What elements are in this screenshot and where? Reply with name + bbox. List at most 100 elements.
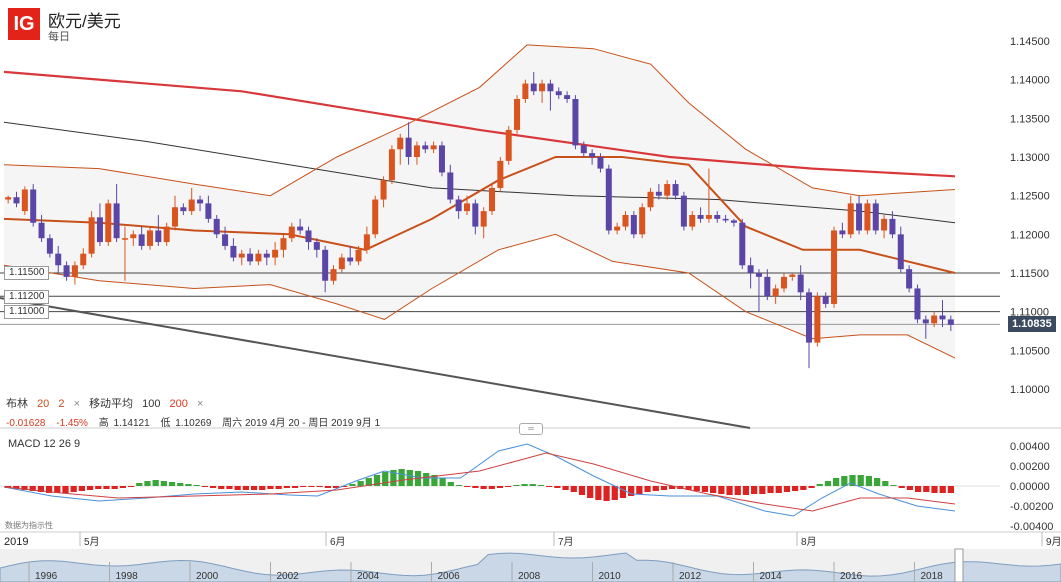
candle [747,257,754,289]
candle [472,199,479,235]
candle-body [172,207,179,227]
candle [739,218,746,270]
candle [155,215,162,246]
candle [806,288,813,369]
candle-body [272,249,279,258]
macd-histogram-bar [898,486,905,488]
navigator-year-label: 1998 [116,571,139,582]
candle [272,242,279,266]
macd-histogram-bar [144,481,151,486]
navigator-year-label: 2004 [357,571,380,582]
candle [363,226,370,254]
candle [96,203,103,246]
macd-histogram-bar [652,486,659,491]
macd-histogram-bar [578,486,586,495]
macd-histogram-bar [619,486,627,498]
macd-histogram-bar [767,486,774,493]
candle [572,95,579,150]
candle [247,248,254,266]
hline-label-3[interactable]: 1.11000 [4,305,50,319]
candle [881,215,888,239]
macd-histogram-bar [37,486,45,492]
candle [238,249,245,266]
macd-histogram-bar [816,484,823,486]
price-tick-label: 1.14000 [1010,75,1050,87]
date-range: 周六 2019 4月 20 - 周日 2019 9月 1 [222,418,381,429]
macd-histogram-bar [455,485,463,486]
macd-histogram-bar [537,485,545,486]
macd-tick-label: -0.00400 [1010,521,1053,533]
candle [88,211,95,258]
candle [505,126,512,165]
pane-resize-handle[interactable]: ═ [519,423,543,435]
candle-body [831,230,838,304]
ma-close-icon[interactable]: × [196,398,204,410]
hline-label-2[interactable]: 1.11200 [4,290,50,304]
macd-tick-label: 0.00000 [1010,481,1050,493]
macd-histogram-bar [365,478,372,486]
macd-histogram-bar [923,486,930,492]
candle-body [305,230,312,243]
price-tick-label: 1.11000 [1010,307,1049,319]
candle-body [338,257,345,270]
candle-body [355,249,362,262]
navigator-year-label: 2000 [196,571,219,582]
candle-body [489,187,496,212]
candle [514,95,521,134]
macd-histogram-bar [218,486,225,489]
candle-body [138,234,145,246]
candle-body [130,234,137,239]
candle-body [622,215,629,227]
candle-body [697,215,704,219]
candle-body [505,129,512,161]
month-label: 5月 [84,536,100,548]
navigator-year-label: 2008 [518,571,541,582]
macd-histogram-bar [644,486,651,492]
candle-body [780,276,787,289]
candle [138,226,145,250]
bollinger-label[interactable]: 布林 [6,398,28,410]
candle [672,180,679,200]
navigator-year-label: 2018 [921,571,944,582]
candle-body [430,145,437,150]
candle [21,186,28,215]
price-tick-label: 1.14500 [1010,36,1050,48]
macd-histogram-bar [824,481,832,486]
candle-body [347,257,354,262]
candle [38,215,45,243]
candle [597,153,604,173]
candle [856,195,863,235]
bollinger-close-icon[interactable]: × [73,398,80,410]
candle-body [113,203,120,239]
hline-label-1[interactable]: 1.11500 [4,266,50,280]
candle [931,311,938,328]
candle [372,195,379,239]
candle [889,211,896,239]
macd-histogram-bar [226,486,233,489]
macd-histogram-bar [62,486,69,493]
bollinger-period: 20 [37,398,50,410]
macd-histogram-bar [669,486,676,489]
candle-body [21,189,28,212]
candle-body [822,296,829,304]
candle [539,79,546,103]
indicator-legend: 布林 20 2 × 移动平均 100 200 × [6,395,209,411]
ma-label[interactable]: 移动平均 [89,398,134,410]
candle-body [105,203,112,243]
candle [914,284,921,324]
candle [814,292,821,347]
candle-body [13,197,20,204]
macd-histogram-bar [382,472,389,486]
candle-body [630,215,637,235]
candle-body [472,203,479,227]
candle [680,191,687,231]
macd-histogram-bar [185,484,192,486]
macd-histogram-bar [587,486,594,498]
macd-label[interactable]: MACD 12 26 9 [8,438,81,450]
macd-histogram-bar [800,486,807,490]
candle [146,226,153,250]
candle-body [55,253,62,266]
macd-histogram-bar [611,486,618,500]
candle [714,211,721,223]
